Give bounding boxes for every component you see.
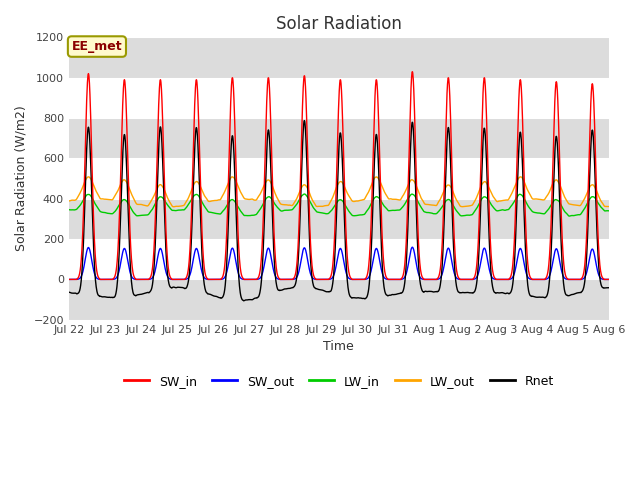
LW_in — [566, 213, 573, 219]
Rnet — [605, 285, 612, 290]
LW_out — [605, 204, 612, 209]
Rnet — [557, 250, 565, 255]
SW_in — [366, 245, 374, 251]
LW_in — [496, 207, 504, 213]
Line: SW_in: SW_in — [69, 72, 609, 279]
Rnet — [367, 263, 374, 269]
SW_out — [572, 276, 580, 282]
SW_in — [605, 276, 612, 282]
Line: Rnet: Rnet — [69, 120, 609, 301]
LW_out — [367, 185, 374, 191]
Bar — [69, 37, 609, 78]
SW_in — [496, 276, 504, 282]
LW_out — [496, 198, 504, 204]
SW_out — [355, 276, 362, 282]
LW_out — [573, 203, 580, 208]
SW_in — [65, 276, 73, 282]
LW_out — [216, 197, 223, 203]
SW_in — [216, 276, 223, 282]
SW_out — [557, 267, 565, 273]
LW_in — [367, 203, 374, 208]
SW_out — [65, 276, 73, 282]
SW_out — [366, 272, 374, 277]
LW_out — [65, 198, 73, 204]
LW_out — [557, 186, 565, 192]
Rnet — [216, 295, 223, 300]
Text: EE_met: EE_met — [72, 40, 122, 53]
LW_in — [216, 211, 223, 217]
SW_out — [496, 276, 504, 282]
Line: SW_out: SW_out — [69, 247, 609, 279]
Y-axis label: Solar Radiation (W/m2): Solar Radiation (W/m2) — [15, 106, 28, 252]
Legend: SW_in, SW_out, LW_in, LW_out, Rnet: SW_in, SW_out, LW_in, LW_out, Rnet — [119, 370, 559, 393]
SW_in — [557, 213, 565, 219]
SW_in — [355, 276, 362, 282]
X-axis label: Time: Time — [323, 340, 354, 353]
Line: LW_in: LW_in — [69, 194, 609, 216]
SW_out — [408, 244, 416, 250]
LW_out — [228, 174, 236, 180]
SW_out — [605, 276, 612, 282]
SW_in — [408, 69, 416, 74]
Rnet — [496, 290, 504, 296]
SW_out — [216, 276, 223, 282]
LW_out — [355, 198, 363, 204]
Title: Solar Radiation: Solar Radiation — [276, 15, 402, 33]
Line: LW_out: LW_out — [69, 177, 609, 207]
LW_in — [301, 191, 308, 197]
Rnet — [65, 289, 73, 295]
LW_out — [170, 204, 177, 210]
Rnet — [573, 290, 580, 296]
LW_in — [65, 207, 73, 213]
Rnet — [240, 298, 248, 304]
LW_in — [557, 203, 565, 208]
LW_in — [605, 208, 612, 214]
Bar — [69, 118, 609, 158]
Rnet — [355, 295, 363, 301]
Bar — [69, 199, 609, 239]
SW_in — [572, 276, 580, 282]
Rnet — [301, 118, 308, 123]
Bar — [69, 279, 609, 320]
LW_in — [573, 212, 580, 218]
LW_in — [355, 212, 362, 218]
